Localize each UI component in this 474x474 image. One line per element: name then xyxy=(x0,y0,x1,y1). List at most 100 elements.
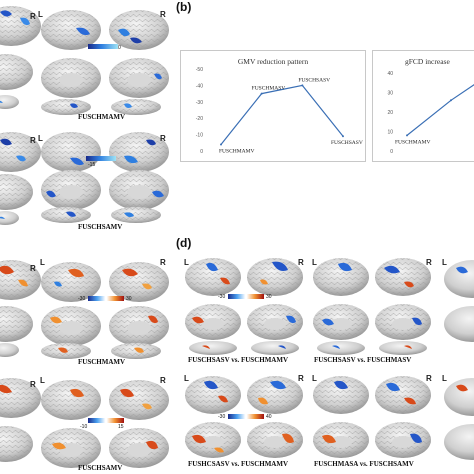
label-l-a1: L xyxy=(38,10,43,19)
brain-lateral-d-edge1 xyxy=(444,260,474,298)
brain-ventral-d1 xyxy=(189,341,237,355)
gmv-point-1 xyxy=(260,92,263,95)
brain-ventral-c1 xyxy=(0,343,19,357)
brain-ventral-d4 xyxy=(379,341,427,355)
colorbar-d1-min: -30 xyxy=(218,294,226,300)
label-l-d-edge: L xyxy=(442,258,447,267)
colorbar-a1 xyxy=(88,44,118,49)
gmv-point-label-3: FUSCHSASV xyxy=(331,140,363,146)
brain-medial-d8 xyxy=(375,422,431,458)
brain-medial-c5 xyxy=(41,428,101,468)
gfcd-point-0 xyxy=(406,134,408,137)
brain-lateral-a4 xyxy=(0,132,41,172)
brain-medial-d-edge1 xyxy=(444,306,474,342)
panel-d: L R -30 30 FUSCHSASV vs. FUSCHMAMV L R xyxy=(180,254,474,474)
brain-ventral-a6 xyxy=(111,207,161,223)
label-l-c2: L xyxy=(40,376,45,385)
colorbar-d2 xyxy=(228,414,264,419)
brain-medial-a2 xyxy=(41,58,101,98)
brain-lateral-d7 xyxy=(313,376,369,414)
label-r-d4: R xyxy=(426,374,432,383)
brain-lateral-d6 xyxy=(247,376,303,414)
brain-medial-c4 xyxy=(0,426,33,462)
gfcd-ytick-1: 30 xyxy=(387,91,393,97)
gmv-ytick-2: -20 xyxy=(196,116,203,122)
caption-d4: FUSCHMASA vs. FUSCHSAMV xyxy=(314,460,414,468)
brain-lateral-left-a2 xyxy=(41,10,101,50)
colorbar-d1-max: 30 xyxy=(266,294,272,300)
gmv-point-0 xyxy=(220,143,222,146)
caption-d3: FUSHCSASV vs. FUSCHMAMV xyxy=(188,460,289,468)
label-l-d-edge2: L xyxy=(442,374,447,383)
brain-lateral-left-a1 xyxy=(0,6,41,46)
brain-ventral-d2 xyxy=(251,341,299,355)
brain-ventral-d3 xyxy=(317,341,365,355)
brain-ventral-a5 xyxy=(41,207,91,223)
brain-medial-d6 xyxy=(247,422,303,458)
colorbar-d2-max: 40 xyxy=(266,414,272,420)
gmv-ytick-5: -50 xyxy=(196,67,203,73)
brain-medial-a3 xyxy=(109,58,169,98)
brain-medial-c6 xyxy=(109,428,169,468)
gmv-point-2 xyxy=(301,84,304,87)
colorbar-a2 xyxy=(86,156,116,161)
colorbar-c2 xyxy=(88,418,124,423)
brain-lateral-c1 xyxy=(0,260,41,300)
brain-medial-c1 xyxy=(0,306,33,342)
brain-lateral-d4 xyxy=(375,258,431,296)
brain-lateral-c6 xyxy=(109,380,169,420)
brain-lateral-right-a3 xyxy=(109,10,169,50)
brain-ventral-a2 xyxy=(41,99,91,115)
brain-lateral-a5 xyxy=(41,132,101,172)
caption-d1: FUSCHSASV vs. FUSCHMAMV xyxy=(188,356,289,364)
brain-medial-a1 xyxy=(0,54,33,90)
label-r-c1: R xyxy=(160,258,166,267)
brain-lateral-d5 xyxy=(185,376,241,414)
brain-lateral-d2 xyxy=(247,258,303,296)
label-r-a1: R xyxy=(160,10,166,19)
brain-lateral-d-edge2 xyxy=(444,378,474,416)
colorbar-d2-min: -30 xyxy=(218,414,226,420)
brain-medial-a4 xyxy=(0,174,33,210)
gfcd-ytick-0: 40 xyxy=(387,71,393,77)
label-r-d1: R xyxy=(298,258,304,267)
label-l-c1: L xyxy=(40,258,45,267)
brain-lateral-d1 xyxy=(185,258,241,296)
gmv-ytick-0: 0 xyxy=(200,149,203,155)
brain-lateral-c3 xyxy=(109,262,169,302)
gfcd-chart-box: gFCD increase 40 30 20 10 0 FUSCHMAMV xyxy=(372,50,474,162)
brain-medial-d5 xyxy=(185,422,241,458)
colorbar-a2-label: -15 xyxy=(88,162,96,168)
colorbar-c1-min: -30 xyxy=(78,296,86,302)
brain-lateral-d8 xyxy=(375,376,431,414)
gmv-series-line xyxy=(220,84,344,145)
gfcd-ytick-3: 10 xyxy=(387,130,393,136)
colorbar-c1 xyxy=(88,296,124,301)
panel-c: L R R -30 30 FUSCHMAMV xyxy=(0,254,170,474)
colorbar-c1-max: 30 xyxy=(126,296,132,302)
gfcd-chart-title: gFCD increase xyxy=(405,57,450,66)
brain-lateral-d3 xyxy=(313,258,369,296)
brain-medial-d2 xyxy=(247,304,303,340)
label-l-a2: L xyxy=(38,134,43,143)
label-l-d1: L xyxy=(184,258,189,267)
gfcd-ytick-4: 0 xyxy=(390,149,393,155)
brain-medial-d-edge2 xyxy=(444,424,474,460)
label-l-d3: L xyxy=(184,374,189,383)
label-l-d4: L xyxy=(312,374,317,383)
panel-a: L R R 0 FUSCHMAMV xyxy=(0,0,170,250)
brain-medial-d7 xyxy=(313,422,369,458)
caption-a2: FUSCHSAMV xyxy=(78,223,123,231)
brain-medial-d1 xyxy=(185,304,241,340)
brain-medial-d4 xyxy=(375,304,431,340)
brain-medial-c3 xyxy=(109,306,169,346)
gmv-ytick-3: -30 xyxy=(196,100,203,106)
label-r-a3: R xyxy=(30,136,36,145)
brain-medial-a5 xyxy=(41,170,101,210)
brain-medial-a6 xyxy=(109,170,169,210)
brain-medial-d3 xyxy=(313,304,369,340)
brain-lateral-a6 xyxy=(109,132,169,172)
caption-c2: FUSCHSAMV xyxy=(78,464,123,472)
brain-ventral-a1 xyxy=(0,95,19,109)
